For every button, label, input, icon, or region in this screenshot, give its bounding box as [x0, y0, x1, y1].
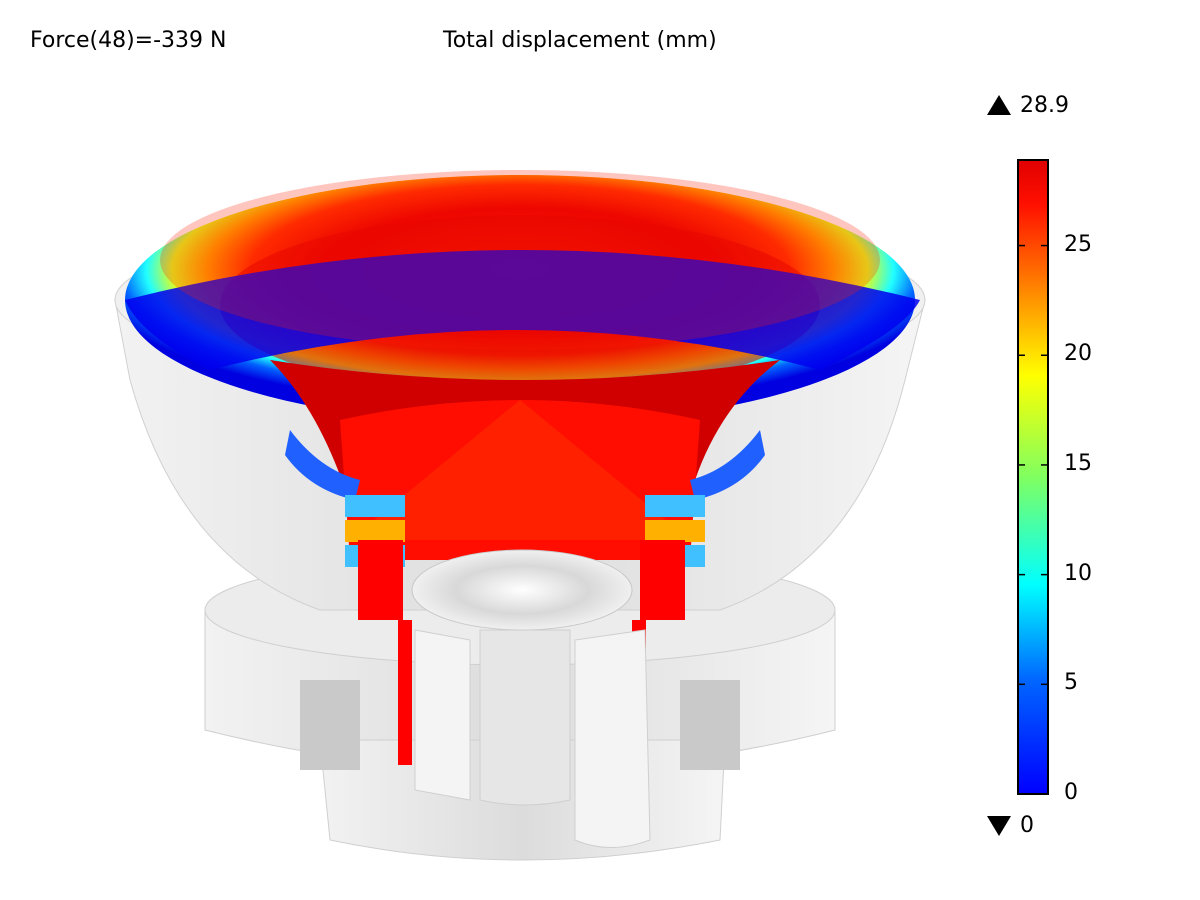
colorbar-tick-label: 15 [1064, 450, 1092, 476]
colorbar-ticks [1018, 244, 1048, 795]
colorbar-tick-label: 0 [1064, 780, 1078, 805]
plot-title: Total displacement (mm) [443, 28, 717, 53]
surround-highlight [160, 170, 880, 350]
max-marker-icon [987, 95, 1011, 115]
colorbar-max-label: 28.9 [1020, 93, 1069, 118]
colorbar [1017, 159, 1049, 795]
colorbar-tick-label: 25 [1064, 231, 1092, 257]
colorbar-tick-label: 5 [1064, 670, 1078, 696]
colorbar-tick-label: 10 [1064, 560, 1092, 586]
pole-piece [411, 549, 651, 848]
min-marker-icon [987, 816, 1011, 836]
surround-rim [125, 250, 920, 370]
colorbar-min-label: 0 [1020, 813, 1034, 838]
force-label: Force(48)=-339 N [30, 28, 227, 53]
colorbar-tick-label: 20 [1064, 341, 1092, 367]
